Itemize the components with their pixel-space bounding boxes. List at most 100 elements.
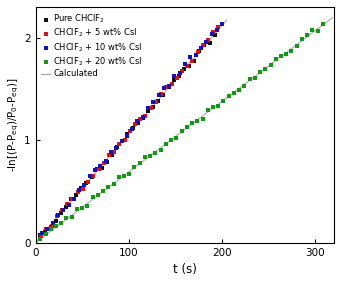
Pure CHClF$_2$ xyxy=(130,126,135,130)
CHClF$_2$ + 10 wt% CsI xyxy=(45,226,50,231)
CHClF$_2$ + 20 wt% CsI xyxy=(100,189,106,194)
CHClF$_2$ + 10 wt% CsI xyxy=(108,150,114,155)
Pure CHClF$_2$ xyxy=(78,186,84,191)
CHClF$_2$ + 20 wt% CsI xyxy=(252,75,257,80)
Pure CHClF$_2$ xyxy=(48,225,53,229)
Pure CHClF$_2$ xyxy=(191,59,197,64)
X-axis label: t (s): t (s) xyxy=(173,263,197,276)
CHClF$_2$ + 5 wt% CsI xyxy=(216,25,221,30)
CHClF$_2$ + 10 wt% CsI xyxy=(182,62,188,66)
CHClF$_2$ + 10 wt% CsI xyxy=(156,93,161,97)
CHClF$_2$ + 5 wt% CsI xyxy=(164,85,169,89)
CHClF$_2$ + 10 wt% CsI xyxy=(135,119,140,123)
CHClF$_2$ + 10 wt% CsI xyxy=(40,231,45,235)
CHClF$_2$ + 20 wt% CsI xyxy=(116,175,121,180)
Pure CHClF$_2$ xyxy=(181,67,187,72)
Pure CHClF$_2$ xyxy=(63,205,69,209)
CHClF$_2$ + 5 wt% CsI xyxy=(179,68,185,73)
CHClF$_2$ + 5 wt% CsI xyxy=(59,208,65,213)
Pure CHClF$_2$ xyxy=(89,174,94,179)
CHClF$_2$ + 5 wt% CsI xyxy=(91,174,96,178)
CHClF$_2$ + 10 wt% CsI xyxy=(66,203,71,207)
CHClF$_2$ + 20 wt% CsI xyxy=(278,53,284,58)
Pure CHClF$_2$ xyxy=(125,132,130,136)
CHClF$_2$ + 10 wt% CsI xyxy=(172,74,177,78)
CHClF$_2$ + 20 wt% CsI xyxy=(205,108,210,112)
CHClF$_2$ + 20 wt% CsI xyxy=(210,104,216,109)
CHClF$_2$ + 10 wt% CsI xyxy=(82,183,87,187)
CHClF$_2$ + 5 wt% CsI xyxy=(127,128,133,133)
CHClF$_2$ + 10 wt% CsI xyxy=(76,187,82,192)
Pure CHClF$_2$ xyxy=(58,211,63,215)
CHClF$_2$ + 20 wt% CsI xyxy=(289,49,294,53)
Pure CHClF$_2$ xyxy=(196,49,202,53)
Pure CHClF$_2$ xyxy=(176,74,181,78)
CHClF$_2$ + 20 wt% CsI xyxy=(247,76,252,81)
CHClF$_2$ + 20 wt% CsI xyxy=(53,224,59,229)
CHClF$_2$ + 20 wt% CsI xyxy=(74,207,80,212)
CHClF$_2$ + 20 wt% CsI xyxy=(163,142,168,146)
CHClF$_2$ + 10 wt% CsI xyxy=(55,213,61,217)
CHClF$_2$ + 20 wt% CsI xyxy=(111,181,116,186)
CHClF$_2$ + 10 wt% CsI xyxy=(209,31,214,36)
CHClF$_2$ + 20 wt% CsI xyxy=(236,88,242,92)
CHClF$_2$ + 20 wt% CsI xyxy=(231,91,237,95)
CHClF$_2$ + 20 wt% CsI xyxy=(216,104,221,108)
CHClF$_2$ + 20 wt% CsI xyxy=(315,29,320,33)
CHClF$_2$ + 20 wt% CsI xyxy=(226,93,232,98)
Pure CHClF$_2$ xyxy=(135,121,140,125)
CHClF$_2$ + 20 wt% CsI xyxy=(189,121,195,125)
Pure CHClF$_2$ xyxy=(43,230,48,235)
CHClF$_2$ + 20 wt% CsI xyxy=(79,205,85,210)
CHClF$_2$ + 10 wt% CsI xyxy=(214,28,220,32)
CHClF$_2$ + 10 wt% CsI xyxy=(114,145,119,150)
CHClF$_2$ + 5 wt% CsI xyxy=(75,189,80,194)
Pure CHClF$_2$ xyxy=(166,85,171,90)
CHClF$_2$ + 20 wt% CsI xyxy=(310,28,315,33)
CHClF$_2$ + 10 wt% CsI xyxy=(129,127,135,131)
CHClF$_2$ + 20 wt% CsI xyxy=(305,33,310,37)
CHClF$_2$ + 5 wt% CsI xyxy=(184,64,190,69)
Pure CHClF$_2$ xyxy=(115,145,120,149)
Legend: Pure CHClF$_2$, CHClF$_2$ + 5 wt% CsI, CHClF$_2$ + 10 wt% CsI, CHClF$_2$ + 20 wt: Pure CHClF$_2$, CHClF$_2$ + 5 wt% CsI, C… xyxy=(40,11,144,80)
CHClF$_2$ + 10 wt% CsI xyxy=(193,53,198,58)
CHClF$_2$ + 20 wt% CsI xyxy=(179,129,184,133)
Pure CHClF$_2$ xyxy=(202,43,207,47)
CHClF$_2$ + 10 wt% CsI xyxy=(145,106,151,110)
CHClF$_2$ + 5 wt% CsI xyxy=(210,29,216,34)
CHClF$_2$ + 5 wt% CsI xyxy=(101,161,106,165)
CHClF$_2$ + 10 wt% CsI xyxy=(151,100,156,104)
CHClF$_2$ + 5 wt% CsI xyxy=(64,201,70,206)
CHClF$_2$ + 5 wt% CsI xyxy=(153,100,159,104)
CHClF$_2$ + 10 wt% CsI xyxy=(92,168,98,172)
CHClF$_2$ + 20 wt% CsI xyxy=(121,173,127,178)
CHClF$_2$ + 5 wt% CsI xyxy=(158,91,164,96)
Pure CHClF$_2$ xyxy=(186,64,192,69)
CHClF$_2$ + 20 wt% CsI xyxy=(153,151,158,155)
CHClF$_2$ + 10 wt% CsI xyxy=(71,196,77,201)
CHClF$_2$ + 10 wt% CsI xyxy=(177,70,182,75)
Pure CHClF$_2$ xyxy=(94,167,100,172)
CHClF$_2$ + 10 wt% CsI xyxy=(119,139,124,143)
CHClF$_2$ + 20 wt% CsI xyxy=(320,22,326,27)
CHClF$_2$ + 5 wt% CsI xyxy=(96,167,101,171)
CHClF$_2$ + 5 wt% CsI xyxy=(132,121,138,126)
Pure CHClF$_2$ xyxy=(145,109,151,113)
Pure CHClF$_2$ xyxy=(53,219,58,223)
CHClF$_2$ + 10 wt% CsI xyxy=(140,114,146,119)
Pure CHClF$_2$ xyxy=(140,115,146,120)
CHClF$_2$ + 20 wt% CsI xyxy=(106,184,111,189)
CHClF$_2$ + 5 wt% CsI xyxy=(39,234,44,238)
CHClF$_2$ + 10 wt% CsI xyxy=(87,174,92,179)
CHClF$_2$ + 20 wt% CsI xyxy=(283,52,289,56)
CHClF$_2$ + 20 wt% CsI xyxy=(294,44,299,48)
CHClF$_2$ + 10 wt% CsI xyxy=(204,39,209,44)
CHClF$_2$ + 5 wt% CsI xyxy=(112,150,117,154)
CHClF$_2$ + 5 wt% CsI xyxy=(54,213,60,218)
CHClF$_2$ + 20 wt% CsI xyxy=(184,125,190,129)
CHClF$_2$ + 20 wt% CsI xyxy=(95,192,101,197)
CHClF$_2$ + 20 wt% CsI xyxy=(85,203,90,208)
Pure CHClF$_2$ xyxy=(99,166,105,171)
Pure CHClF$_2$ xyxy=(109,153,115,157)
CHClF$_2$ + 20 wt% CsI xyxy=(132,165,137,170)
